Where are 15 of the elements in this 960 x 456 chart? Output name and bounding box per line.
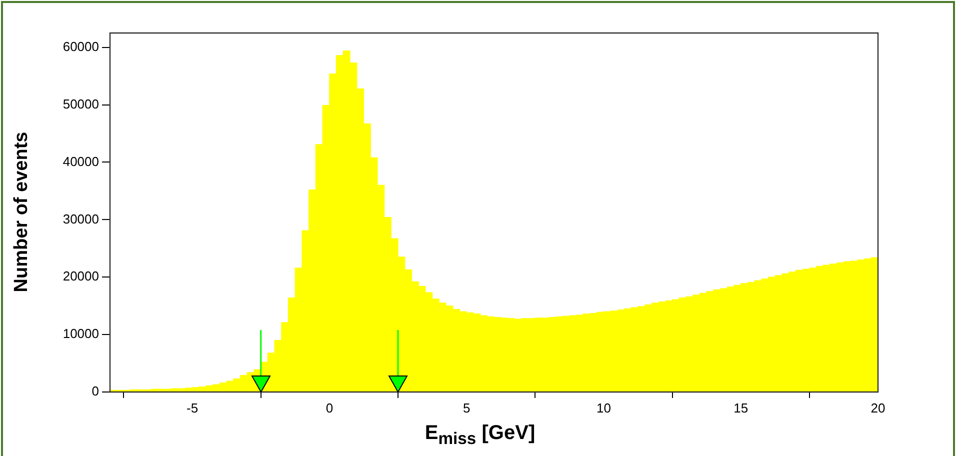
y-tick-label: 20000 <box>62 268 99 284</box>
x-tick-label: 10 <box>596 400 611 416</box>
y-tick-label: 10000 <box>62 326 99 342</box>
y-tick-label: 60000 <box>62 38 99 54</box>
x-tick-label: 0 <box>326 400 334 416</box>
x-tick-label: 15 <box>734 400 748 416</box>
y-tick-label: 30000 <box>62 211 99 226</box>
y-tick-label: 40000 <box>62 154 99 169</box>
y-tick-label: 50000 <box>62 96 99 112</box>
x-axis-title: E$_{miss}$ [GeV] <box>424 422 536 449</box>
y-axis-title: Number of events <box>11 132 33 292</box>
x-tick-label: 20 <box>870 400 886 416</box>
y-tick-label: 0 <box>92 384 99 399</box>
x-tick-label: 5 <box>462 400 470 416</box>
x-tick-label: -5 <box>186 400 198 416</box>
